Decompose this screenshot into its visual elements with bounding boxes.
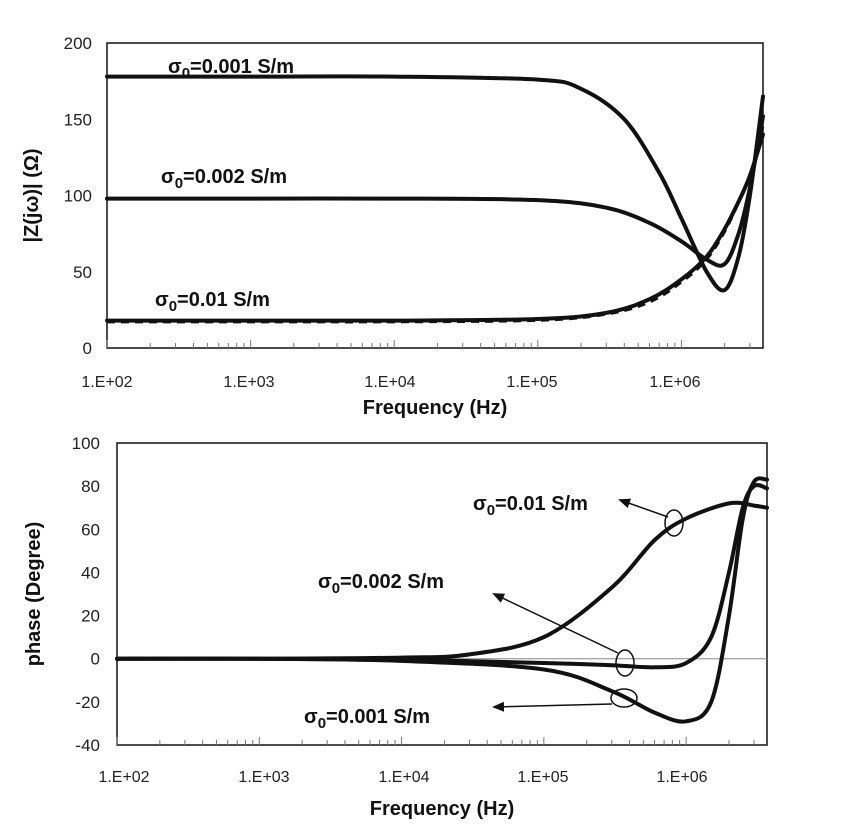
x-tick-label: 1.E+06 — [649, 374, 700, 391]
series-line-2-3 — [115, 476, 769, 724]
y-axis-label: |Z(jω)| (Ω) — [21, 148, 43, 242]
x-tick-label: 1.E+02 — [81, 374, 132, 391]
series-line-1-1 — [105, 74, 765, 293]
y-tick-label: 60 — [81, 520, 100, 539]
marker-ring-sigma-001 — [664, 509, 684, 537]
x-tick-label: 1.E+05 — [506, 374, 557, 391]
y-tick-label: 150 — [64, 110, 92, 129]
annotation-sigma-001: σ0=0.01 S/m — [473, 493, 588, 519]
marker-ring-sigma-0002 — [615, 649, 635, 677]
y-tick-label: 40 — [81, 563, 100, 582]
arrow-sigma-001 — [618, 498, 669, 518]
x-tick-label: 1.E+05 — [517, 769, 568, 786]
series-line-1-2 — [105, 114, 765, 268]
y-tick-label: 50 — [73, 263, 92, 282]
annotation-sigma-0001: σ0=0.001 S/m — [304, 706, 430, 732]
arrow-sigma-0002 — [492, 593, 619, 654]
plot-frame-2 — [116, 442, 768, 746]
x-axis-label: Frequency (Hz) — [370, 798, 514, 820]
y-tick-label: 100 — [72, 434, 100, 453]
y-tick-label: -40 — [75, 736, 100, 755]
x-tick-label: 1.E+03 — [223, 374, 274, 391]
y-tick-label: 20 — [81, 607, 100, 626]
x-tick-label: 1.E+02 — [98, 769, 149, 786]
series-line-1-3 — [105, 132, 765, 323]
y-tick-label: 0 — [83, 339, 92, 358]
plot-frame-1 — [106, 42, 764, 349]
x-tick-label: 1.E+04 — [378, 769, 429, 786]
annotation-sigma-0001: σ0=0.001 S/m — [168, 56, 294, 82]
x-tick-label: 1.E+03 — [238, 769, 289, 786]
arrow-sigma-0001 — [492, 701, 613, 712]
annotation-sigma-0002: σ0=0.002 S/m — [318, 571, 444, 597]
x-tick-label: 1.E+04 — [364, 374, 415, 391]
y-tick-label: 80 — [81, 477, 100, 496]
y-tick-label: 0 — [91, 650, 100, 669]
y-tick-label: -20 — [75, 693, 100, 712]
y-tick-label: 200 — [64, 34, 92, 53]
y-tick-label: 100 — [64, 187, 92, 206]
annotation-sigma-001: σ0=0.01 S/m — [155, 289, 270, 315]
y-axis-label: phase (Degree) — [23, 522, 45, 667]
x-axis-label: Frequency (Hz) — [363, 397, 507, 419]
annotation-sigma-0002: σ0=0.002 S/m — [161, 166, 287, 192]
marker-ring-sigma-0001 — [610, 688, 638, 708]
x-tick-label: 1.E+06 — [656, 769, 707, 786]
